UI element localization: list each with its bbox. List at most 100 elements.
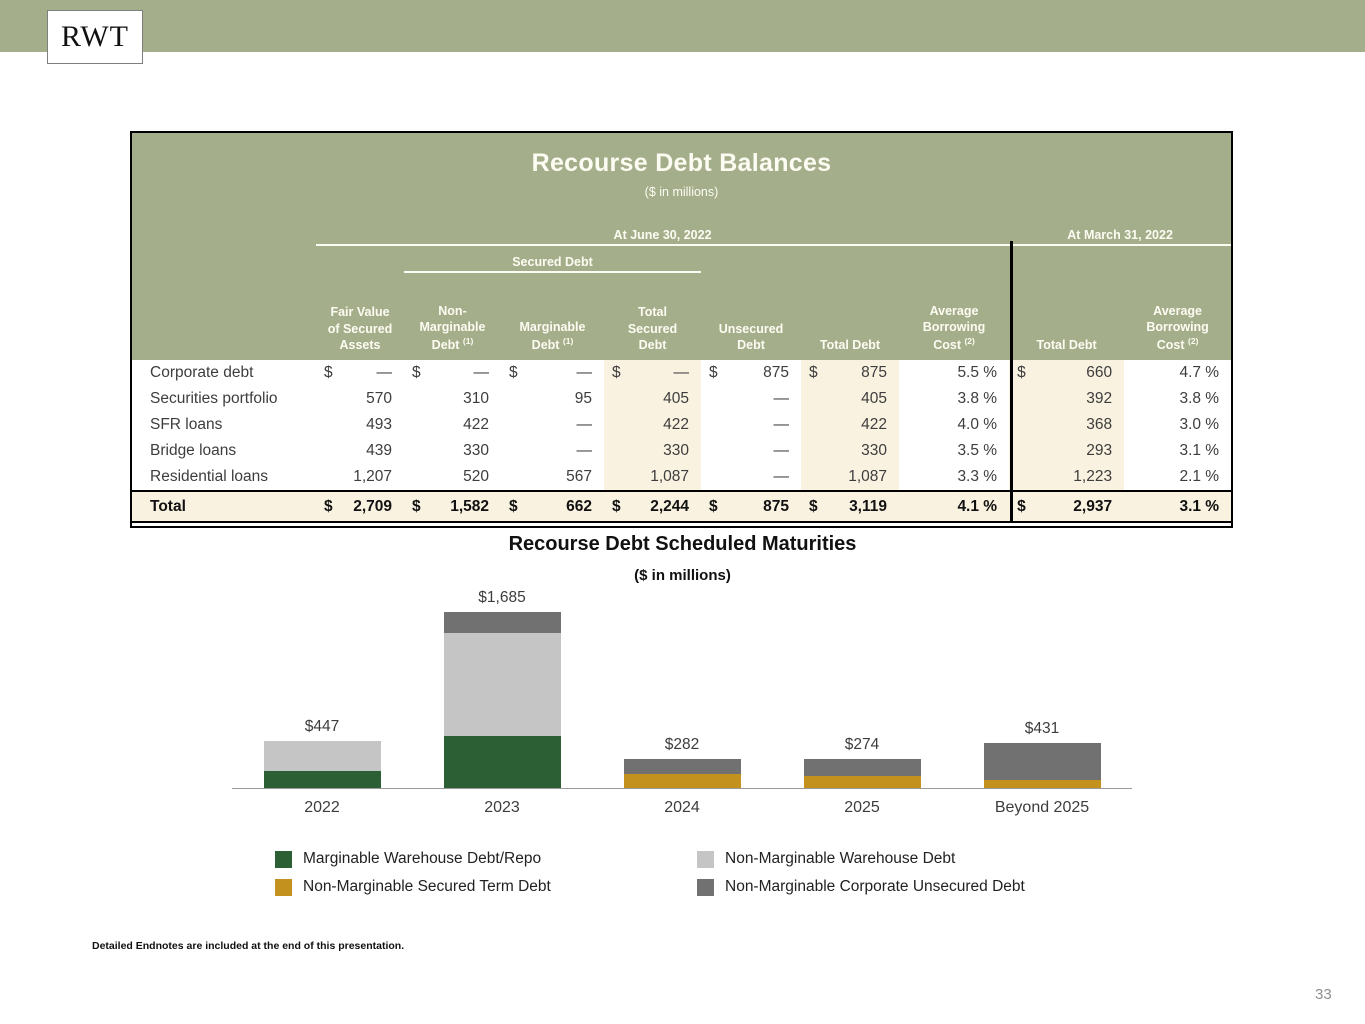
cell-value: 1,207 — [353, 468, 392, 485]
legend-label: Non-Marginable Warehouse Debt — [725, 850, 956, 867]
table-cell: 422 — [604, 412, 701, 438]
table-cell: $ — — [404, 360, 501, 386]
table-cell: — — [701, 412, 801, 438]
table-cell: $2,709 — [316, 490, 404, 523]
currency-sign: $ — [412, 364, 421, 381]
table-cell: — — [501, 412, 604, 438]
table-cell: $662 — [501, 490, 604, 523]
secured-debt-group-row: Secured Debt — [132, 245, 1231, 273]
bar-segment — [443, 611, 561, 633]
table-cell: 392 — [1009, 386, 1125, 412]
table-cell: 3.5 % — [899, 438, 1010, 464]
table-cell: 1,207 — [316, 464, 404, 491]
table-cell: 1,223 — [1009, 464, 1125, 491]
table-title: Recourse Debt Balances — [531, 149, 832, 177]
bar-value-label: $431 — [1024, 720, 1060, 738]
cell-value: 392 — [1086, 390, 1113, 407]
table-row: Residential loans 1,207 520 567 1,087 — 1,087 3… — [132, 464, 1232, 491]
table-cell: 4.1 % — [899, 490, 1010, 523]
cell-value: 4.0 % — [957, 416, 998, 433]
currency-sign: $ — [612, 497, 621, 515]
cell-value: — — [576, 364, 593, 381]
endnotes-footnote: Detailed Endnotes are included at the en… — [92, 940, 405, 952]
legend-swatch-icon — [275, 850, 292, 868]
currency-sign: $ — [1017, 364, 1026, 381]
cell-value: — — [473, 364, 490, 381]
row-label: Corporate debt — [132, 360, 316, 386]
col-marginable-debt: Marginable Debt (1) — [519, 320, 586, 352]
cell-value: 1,582 — [450, 497, 489, 515]
cell-value: 875 — [861, 364, 887, 381]
group-june: At June 30, 2022 — [316, 219, 1010, 246]
x-axis-label: 2025 — [844, 799, 880, 816]
x-axis-labels: 2022 2023 2024 2025 Beyond 2025 — [232, 799, 1132, 817]
bar-segment — [623, 773, 741, 788]
bar-value-label: $274 — [844, 736, 880, 754]
bar-segment — [623, 758, 741, 774]
bar-value-label: $447 — [304, 718, 340, 736]
currency-sign: $ — [709, 497, 718, 515]
table-cell: $ — — [501, 360, 604, 386]
currency-sign: $ — [324, 364, 333, 381]
group-march: At March 31, 2022 — [1009, 219, 1232, 246]
cell-value: 330 — [861, 442, 887, 459]
empty-cell — [316, 245, 404, 272]
period-divider-line — [1010, 241, 1013, 523]
cell-value: 2,709 — [353, 497, 392, 515]
cell-value: 660 — [1086, 364, 1113, 381]
cell-value: 330 — [663, 442, 689, 459]
empty-cell — [132, 245, 316, 272]
currency-sign: $ — [809, 364, 818, 381]
legend-label: Marginable Warehouse Debt/Repo — [303, 850, 542, 867]
chart-legend-right: Non-Marginable Warehouse Debt Non-Margina… — [697, 845, 1025, 901]
cell-value: 4.1 % — [957, 497, 998, 515]
cell-value: 1,087 — [650, 468, 689, 485]
bar-stack — [623, 758, 741, 788]
legend-label: Non-Marginable Secured Term Debt — [303, 878, 551, 895]
table-cell: 3.1 % — [1124, 438, 1232, 464]
table-cell: 1,087 — [604, 464, 701, 491]
logo-text: RWT — [61, 20, 129, 53]
table-cell: $1,582 — [404, 490, 501, 523]
table-cell: — — [701, 438, 801, 464]
x-axis-label: 2024 — [664, 799, 700, 816]
x-axis-label: 2022 — [304, 799, 340, 816]
cell-value: — — [773, 390, 790, 407]
cell-value: 3.0 % — [1179, 416, 1220, 433]
cell-value: — — [576, 442, 593, 459]
table-row: Bridge loans 439 330 — 330 — 330 3.5 % 293 3.1 % — [132, 438, 1232, 464]
table-cell: $ — — [604, 360, 701, 386]
table-cell: 5.5 % — [899, 360, 1010, 386]
cell-value: 368 — [1086, 416, 1113, 433]
cell-value: 422 — [861, 416, 887, 433]
x-axis-label: Beyond 2025 — [994, 799, 1090, 816]
table-cell: 330 — [604, 438, 701, 464]
currency-sign: $ — [709, 364, 718, 381]
table-body: Corporate debt $ — $ — $ — $ — $875 $875 5.5 % $660 4… — [132, 360, 1232, 523]
cell-value: 310 — [463, 390, 489, 407]
cell-value: — — [773, 416, 790, 433]
table-cell: — — [701, 386, 801, 412]
col-total-secured-debt: Total Secured Debt — [627, 305, 678, 352]
bar-segment — [983, 743, 1101, 781]
row-label: SFR loans — [132, 412, 316, 438]
cell-value: 662 — [566, 497, 592, 515]
bar-segment — [443, 632, 561, 736]
cell-value: 439 — [366, 442, 392, 459]
table-cell: 4.7 % — [1124, 360, 1232, 386]
cell-value: 330 — [463, 442, 489, 459]
cell-value: 4.7 % — [1179, 364, 1220, 381]
bar-segment — [803, 759, 921, 776]
table-cell: 3.0 % — [1124, 412, 1232, 438]
cell-value: 875 — [763, 364, 789, 381]
table-cell: 422 — [801, 412, 899, 438]
column-header-row: Fair Value of Secured Assets Non- Margin… — [132, 272, 1231, 360]
cell-value: — — [376, 364, 393, 381]
table-cell: $875 — [701, 360, 801, 386]
table-cell: 310 — [404, 386, 501, 412]
total-row: Total $2,709 $1,582 $662 $2,244 $875 $3,119 4.1… — [132, 490, 1232, 523]
currency-sign: $ — [412, 497, 421, 515]
bar-stack — [263, 741, 381, 788]
table-row: Corporate debt $ — $ — $ — $ — $875 $875 5.5 % $660 4… — [132, 360, 1232, 386]
table-cell: 493 — [316, 412, 404, 438]
